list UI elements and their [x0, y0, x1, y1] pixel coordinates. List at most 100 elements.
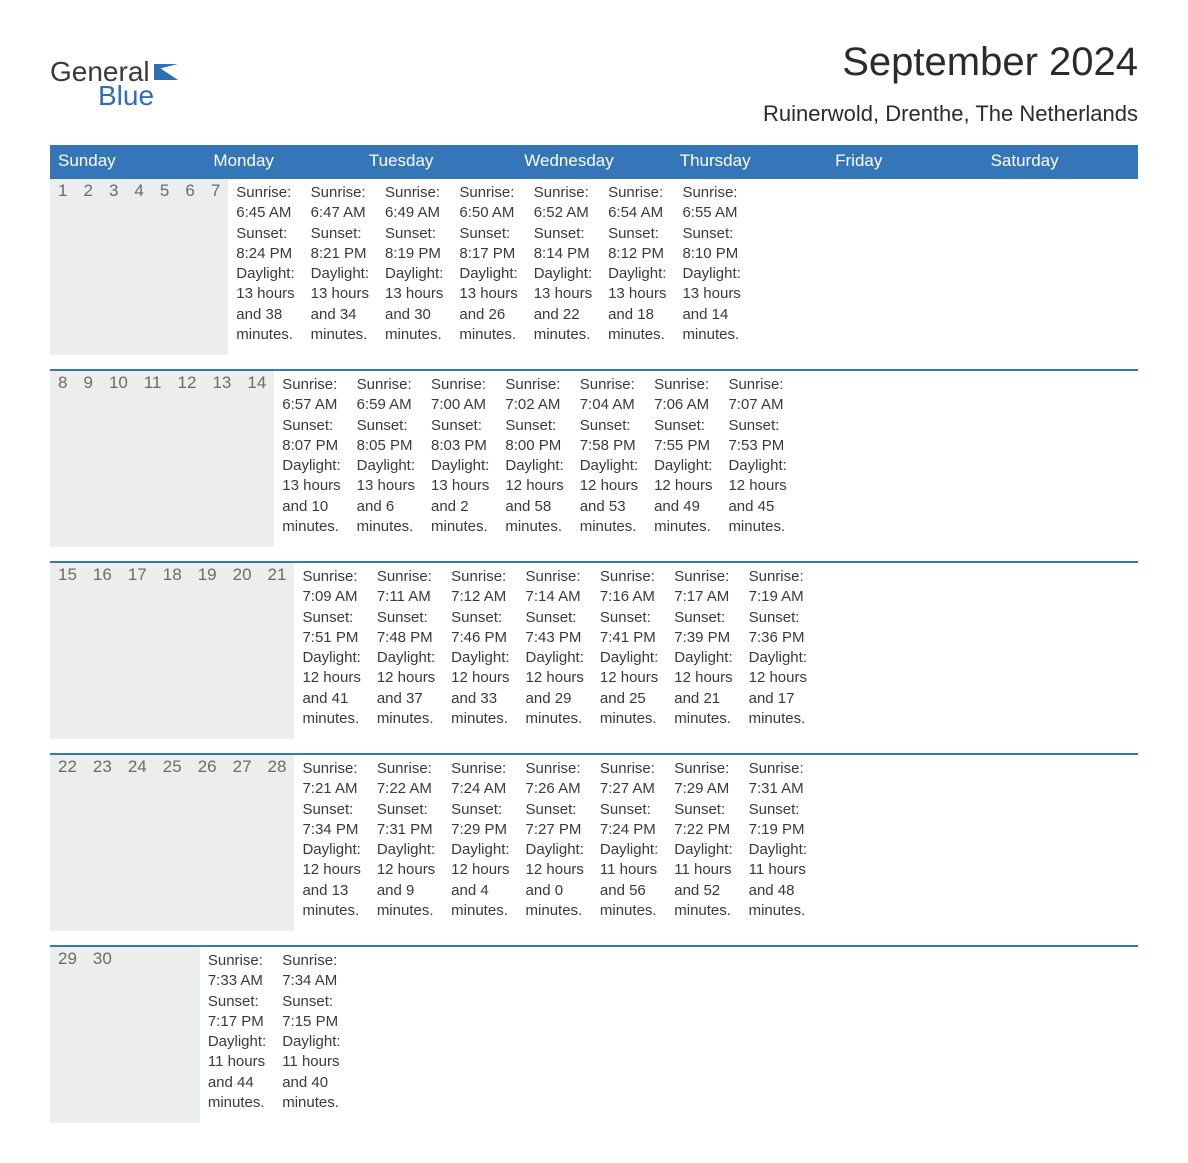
daylight-line-2: and 48 minutes.	[749, 881, 807, 922]
sunset-line: Sunset: 7:53 PM	[728, 416, 786, 457]
day-number: 2	[75, 179, 100, 355]
day-cell: Sunrise: 7:09 AMSunset: 7:51 PMDaylight:…	[294, 563, 368, 739]
sunrise-line: Sunrise: 7:24 AM	[451, 759, 509, 800]
sunrise-line: Sunrise: 7:29 AM	[674, 759, 732, 800]
day-number	[152, 947, 168, 1123]
title-block: September 2024 Ruinerwold, Drenthe, The …	[763, 40, 1138, 137]
day-of-week-label: Monday	[205, 145, 360, 179]
sunset-line: Sunset: 8:10 PM	[682, 224, 740, 265]
sunset-line: Sunset: 7:41 PM	[600, 608, 658, 649]
daylight-line-1: Daylight: 12 hours	[526, 648, 584, 689]
day-number: 22	[50, 755, 85, 931]
day-cell: Sunrise: 7:17 AMSunset: 7:39 PMDaylight:…	[666, 563, 740, 739]
daylight-line-1: Daylight: 13 hours	[236, 264, 294, 305]
day-of-week-label: Saturday	[983, 145, 1138, 179]
logo: General Blue	[50, 40, 178, 110]
day-number: 5	[152, 179, 177, 355]
day-number: 9	[75, 371, 100, 547]
daylight-line-2: and 14 minutes.	[682, 305, 740, 346]
daylight-line-2: and 0 minutes.	[526, 881, 584, 922]
sunset-line: Sunset: 8:19 PM	[385, 224, 443, 265]
day-cells-row: Sunrise: 6:57 AMSunset: 8:07 PMDaylight:…	[274, 371, 795, 547]
day-cell: Sunrise: 7:34 AMSunset: 7:15 PMDaylight:…	[274, 947, 348, 1123]
sunrise-line: Sunrise: 6:57 AM	[282, 375, 340, 416]
day-number: 29	[50, 947, 85, 1123]
day-cells-row: Sunrise: 6:45 AMSunset: 8:24 PMDaylight:…	[228, 179, 749, 355]
daylight-line-1: Daylight: 12 hours	[377, 840, 435, 881]
day-cell: Sunrise: 7:00 AMSunset: 8:03 PMDaylight:…	[423, 371, 497, 547]
sunrise-line: Sunrise: 6:50 AM	[459, 183, 517, 224]
daylight-line-2: and 6 minutes.	[357, 497, 415, 538]
daylight-line-1: Daylight: 13 hours	[357, 456, 415, 497]
daylight-line-2: and 40 minutes.	[282, 1073, 340, 1114]
sunset-line: Sunset: 7:36 PM	[749, 608, 807, 649]
day-of-week-header: SundayMondayTuesdayWednesdayThursdayFrid…	[50, 145, 1138, 179]
daylight-line-2: and 29 minutes.	[526, 689, 584, 730]
day-number	[136, 947, 152, 1123]
day-number: 16	[85, 563, 120, 739]
sunrise-line: Sunrise: 6:59 AM	[357, 375, 415, 416]
day-cell: Sunrise: 6:49 AMSunset: 8:19 PMDaylight:…	[377, 179, 451, 355]
day-cell: Sunrise: 6:54 AMSunset: 8:12 PMDaylight:…	[600, 179, 674, 355]
day-number: 30	[85, 947, 120, 1123]
sunrise-line: Sunrise: 7:21 AM	[302, 759, 360, 800]
daylight-line-1: Daylight: 12 hours	[377, 648, 435, 689]
sunrise-line: Sunrise: 7:06 AM	[654, 375, 712, 416]
day-number: 3	[101, 179, 126, 355]
location: Ruinerwold, Drenthe, The Netherlands	[763, 101, 1138, 127]
day-cell: Sunrise: 7:14 AMSunset: 7:43 PMDaylight:…	[518, 563, 592, 739]
day-number	[168, 947, 184, 1123]
daylight-line-1: Daylight: 11 hours	[282, 1032, 340, 1073]
sunrise-line: Sunrise: 6:45 AM	[236, 183, 294, 224]
day-number: 17	[120, 563, 155, 739]
daylight-line-1: Daylight: 13 hours	[311, 264, 369, 305]
day-cell: Sunrise: 6:57 AMSunset: 8:07 PMDaylight:…	[274, 371, 348, 547]
daylight-line-2: and 18 minutes.	[608, 305, 666, 346]
daylight-line-2: and 44 minutes.	[208, 1073, 266, 1114]
day-cells-row: Sunrise: 7:09 AMSunset: 7:51 PMDaylight:…	[294, 563, 815, 739]
daylight-line-2: and 4 minutes.	[451, 881, 509, 922]
day-cell: Sunrise: 6:50 AMSunset: 8:17 PMDaylight:…	[451, 179, 525, 355]
day-cells-row: Sunrise: 7:33 AMSunset: 7:17 PMDaylight:…	[200, 947, 429, 1123]
day-number: 18	[155, 563, 190, 739]
sunrise-line: Sunrise: 7:34 AM	[282, 951, 340, 992]
sunset-line: Sunset: 7:27 PM	[526, 800, 584, 841]
day-cell: Sunrise: 7:02 AMSunset: 8:00 PMDaylight:…	[497, 371, 571, 547]
day-cell: Sunrise: 6:52 AMSunset: 8:14 PMDaylight:…	[526, 179, 600, 355]
day-number: 14	[239, 371, 274, 547]
daylight-line-2: and 10 minutes.	[282, 497, 340, 538]
day-number-row: 891011121314	[50, 371, 274, 547]
daylight-line-2: and 9 minutes.	[377, 881, 435, 922]
calendar-week: 2930 Sunrise: 7:33 AMSunset: 7:17 PMDayli…	[50, 945, 1138, 1123]
sunset-line: Sunset: 7:22 PM	[674, 800, 732, 841]
sunrise-line: Sunrise: 7:02 AM	[505, 375, 563, 416]
daylight-line-2: and 2 minutes.	[431, 497, 489, 538]
day-number: 15	[50, 563, 85, 739]
day-number: 21	[260, 563, 295, 739]
day-number: 28	[260, 755, 295, 931]
daylight-line-1: Daylight: 12 hours	[580, 456, 638, 497]
day-of-week-label: Thursday	[672, 145, 827, 179]
day-cell: Sunrise: 7:11 AMSunset: 7:48 PMDaylight:…	[369, 563, 443, 739]
daylight-line-1: Daylight: 12 hours	[505, 456, 563, 497]
daylight-line-2: and 52 minutes.	[674, 881, 732, 922]
sunrise-line: Sunrise: 6:55 AM	[682, 183, 740, 224]
sunset-line: Sunset: 7:58 PM	[580, 416, 638, 457]
daylight-line-2: and 30 minutes.	[385, 305, 443, 346]
sunset-line: Sunset: 7:51 PM	[302, 608, 360, 649]
sunrise-line: Sunrise: 7:07 AM	[728, 375, 786, 416]
daylight-line-1: Daylight: 12 hours	[654, 456, 712, 497]
day-number-row: 15161718192021	[50, 563, 294, 739]
day-of-week-label: Wednesday	[516, 145, 671, 179]
day-cell: Sunrise: 6:47 AMSunset: 8:21 PMDaylight:…	[303, 179, 377, 355]
calendar-week: 1234567Sunrise: 6:45 AMSunset: 8:24 PMDa…	[50, 179, 1138, 355]
day-cell: Sunrise: 7:19 AMSunset: 7:36 PMDaylight:…	[741, 563, 815, 739]
daylight-line-2: and 41 minutes.	[302, 689, 360, 730]
day-number: 6	[177, 179, 202, 355]
day-cell: Sunrise: 7:31 AMSunset: 7:19 PMDaylight:…	[741, 755, 815, 931]
daylight-line-2: and 34 minutes.	[311, 305, 369, 346]
sunset-line: Sunset: 7:55 PM	[654, 416, 712, 457]
day-number: 19	[190, 563, 225, 739]
daylight-line-2: and 58 minutes.	[505, 497, 563, 538]
day-cell: Sunrise: 6:55 AMSunset: 8:10 PMDaylight:…	[674, 179, 748, 355]
